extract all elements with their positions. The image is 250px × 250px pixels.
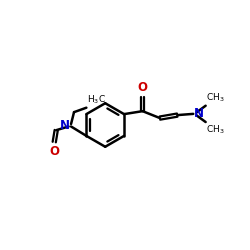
Text: H$_3$C: H$_3$C [87,94,106,106]
Text: O: O [49,144,59,158]
Text: N: N [60,120,70,132]
Text: CH$_3$: CH$_3$ [206,92,225,104]
Text: O: O [138,81,147,94]
Text: N: N [194,107,204,120]
Text: CH$_3$: CH$_3$ [206,124,225,136]
